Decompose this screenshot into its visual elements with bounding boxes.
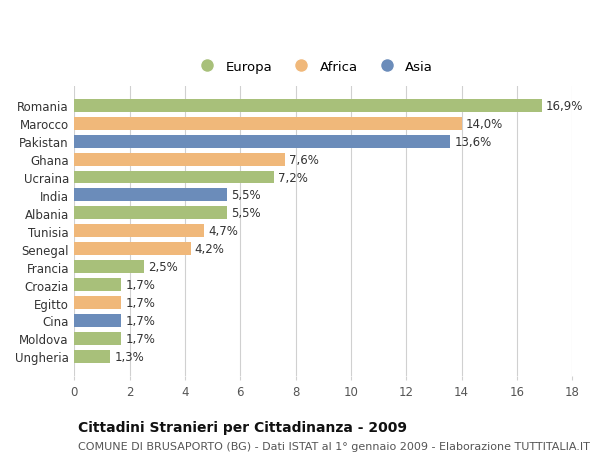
Bar (74, 153, 284, 166)
Text: 5,5%: 5,5% (230, 207, 260, 220)
Text: COMUNE DI BRUSAPORTO (BG) - Dati ISTAT al 1° gennaio 2009 - Elaborazione TUTTITA: COMUNE DI BRUSAPORTO (BG) - Dati ISTAT a… (78, 441, 590, 451)
Text: 1,7%: 1,7% (125, 314, 155, 327)
Text: 16,9%: 16,9% (546, 100, 583, 112)
Bar (74, 118, 461, 130)
Text: 13,6%: 13,6% (455, 135, 492, 148)
Text: 7,2%: 7,2% (278, 171, 308, 184)
Bar (74, 297, 121, 309)
Text: 1,7%: 1,7% (125, 332, 155, 345)
Text: 7,6%: 7,6% (289, 153, 319, 166)
Bar (74, 314, 121, 327)
Text: 14,0%: 14,0% (466, 118, 503, 130)
Text: Cittadini Stranieri per Cittadinanza - 2009: Cittadini Stranieri per Cittadinanza - 2… (78, 420, 407, 434)
Bar (74, 171, 274, 184)
Bar (74, 261, 143, 274)
Bar (74, 225, 205, 238)
Bar (74, 189, 227, 202)
Bar (74, 243, 191, 256)
Text: 5,5%: 5,5% (230, 189, 260, 202)
Bar (74, 135, 451, 148)
Text: 2,5%: 2,5% (148, 261, 178, 274)
Text: 4,7%: 4,7% (209, 225, 238, 238)
Text: 4,2%: 4,2% (195, 243, 224, 256)
Bar (74, 279, 121, 291)
Text: 1,7%: 1,7% (125, 297, 155, 309)
Text: 1,7%: 1,7% (125, 279, 155, 291)
Bar (74, 100, 542, 112)
Text: 1,3%: 1,3% (115, 350, 144, 363)
Bar (74, 350, 110, 363)
Legend: Europa, Africa, Asia: Europa, Africa, Asia (188, 56, 439, 79)
Bar (74, 332, 121, 345)
Bar (74, 207, 227, 220)
